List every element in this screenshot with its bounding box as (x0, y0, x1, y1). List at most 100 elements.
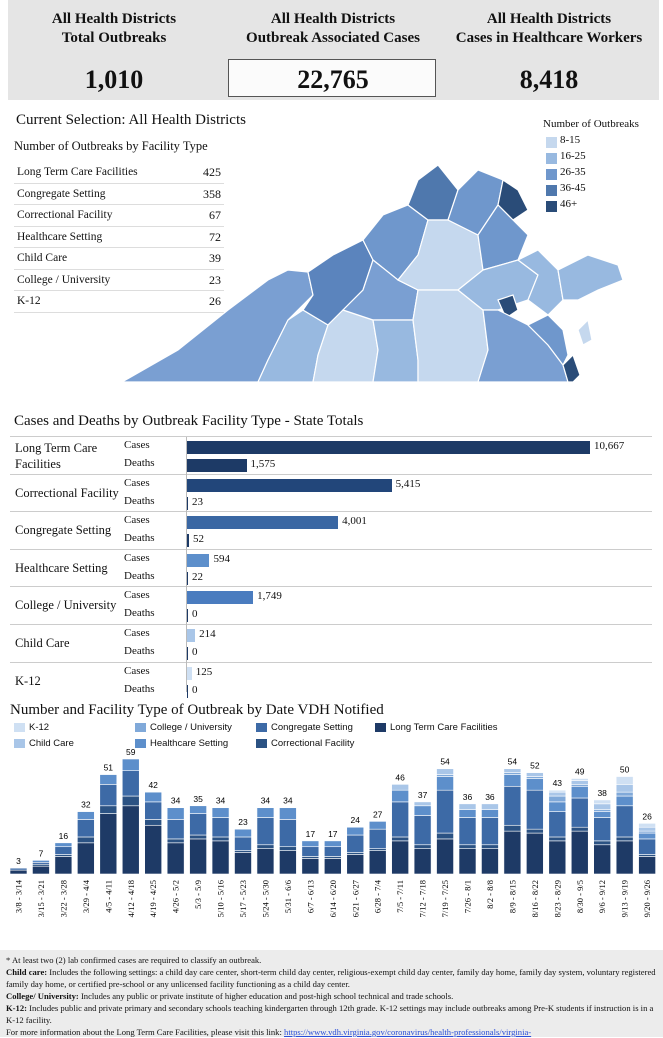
bar-segment[interactable] (391, 784, 409, 791)
bar-segment[interactable] (256, 848, 275, 875)
deaths-bar[interactable] (187, 459, 247, 472)
map-district[interactable] (497, 179, 529, 221)
map-legend-item[interactable]: 8-15 (543, 133, 639, 149)
bar-segment[interactable] (54, 856, 73, 875)
bar-segment[interactable] (481, 848, 499, 875)
map-legend-item[interactable]: 16-25 (543, 149, 639, 165)
cases-bar[interactable] (187, 441, 590, 454)
kpi-total-outbreaks[interactable]: All Health Districts Total Outbreaks 1,01… (9, 10, 219, 95)
bar-segment[interactable] (346, 854, 365, 875)
bar-segment[interactable] (99, 784, 118, 807)
map-district[interactable] (372, 319, 419, 383)
bar-segment[interactable] (615, 791, 634, 797)
bar-segment[interactable] (615, 836, 634, 842)
bar-segment[interactable] (346, 826, 365, 836)
bar-segment[interactable] (234, 852, 252, 875)
bar-segment[interactable] (638, 826, 656, 832)
bar-segment[interactable] (189, 834, 207, 840)
bar-segment[interactable] (9, 867, 28, 871)
bar-segment[interactable] (481, 817, 499, 846)
map-legend-item[interactable]: 26-35 (543, 165, 639, 181)
deaths-bar[interactable] (187, 646, 188, 660)
bar-segment[interactable] (368, 828, 387, 849)
bar-segment[interactable] (503, 830, 522, 875)
bar-segment[interactable] (458, 809, 477, 818)
bar-segment[interactable] (481, 803, 499, 810)
map-legend-item[interactable]: 36-45 (543, 181, 639, 197)
bar-segment[interactable] (166, 819, 185, 840)
bar-segment[interactable] (211, 807, 230, 818)
bar-segment[interactable] (615, 795, 634, 807)
bar-segment[interactable] (323, 858, 342, 875)
bar-segment[interactable] (9, 869, 28, 875)
bar-segment[interactable] (234, 836, 252, 851)
bar-segment[interactable] (526, 789, 544, 830)
kpi-associated-cases[interactable]: All Health Districts Outbreak Associated … (228, 10, 438, 97)
bar-segment[interactable] (458, 803, 477, 810)
bar-segment[interactable] (526, 772, 544, 777)
cases-bar[interactable] (187, 628, 196, 642)
deaths-bar[interactable] (187, 684, 188, 698)
bar-segment[interactable] (413, 801, 432, 807)
cases-bar[interactable] (187, 591, 254, 605)
cases-bar[interactable] (187, 553, 210, 567)
bar-segment[interactable] (279, 850, 297, 875)
ltc-info-link[interactable]: https://www.vdh.virginia.gov/coronavirus… (284, 1027, 532, 1037)
bar-segment[interactable] (458, 848, 477, 875)
bar-segment[interactable] (638, 832, 656, 840)
bar-segment[interactable] (54, 842, 73, 848)
bar-segment[interactable] (166, 838, 185, 844)
map-legend-item[interactable]: 46+ (543, 197, 639, 213)
map-district[interactable] (516, 249, 564, 316)
map-district[interactable] (526, 314, 569, 367)
bar-segment[interactable] (121, 770, 140, 797)
bar-segment[interactable] (503, 774, 522, 787)
bar-segment[interactable] (548, 801, 567, 812)
bar-segment[interactable] (615, 784, 634, 793)
bar-segment[interactable] (593, 840, 612, 846)
bar-segment[interactable] (570, 778, 589, 781)
bar-segment[interactable] (279, 807, 297, 820)
bar-segment[interactable] (144, 791, 162, 803)
bar-segment[interactable] (77, 819, 95, 838)
bar-segment[interactable] (638, 856, 656, 875)
deaths-bar[interactable] (187, 571, 188, 585)
bar-segment[interactable] (256, 817, 275, 846)
bar-segment[interactable] (570, 797, 589, 828)
bar-segment[interactable] (301, 858, 320, 875)
bar-segment[interactable] (368, 821, 387, 830)
bar-segment[interactable] (211, 836, 230, 842)
bar-segment[interactable] (570, 826, 589, 832)
bar-segment[interactable] (32, 865, 50, 875)
kpi-healthcare-workers[interactable]: All Health Districts Cases in Healthcare … (444, 10, 654, 95)
bar-segment[interactable] (593, 817, 612, 842)
bar-segment[interactable] (593, 811, 612, 818)
bar-segment[interactable] (436, 768, 454, 775)
map-district[interactable] (562, 353, 581, 383)
bar-segment[interactable] (413, 805, 432, 816)
bar-segment[interactable] (391, 789, 409, 803)
bar-segment[interactable] (548, 836, 567, 842)
bar-segment[interactable] (481, 809, 499, 818)
bar-segment[interactable] (503, 785, 522, 826)
bar-segment[interactable] (166, 842, 185, 875)
bar-segment[interactable] (144, 801, 162, 820)
bar-segment[interactable] (638, 823, 656, 828)
bar-segment[interactable] (638, 838, 656, 855)
bar-segment[interactable] (323, 840, 342, 848)
bar-segment[interactable] (121, 758, 140, 771)
bar-segment[interactable] (189, 805, 207, 814)
bar-segment[interactable] (570, 780, 589, 785)
bar-segment[interactable] (189, 838, 207, 875)
bar-segment[interactable] (234, 828, 252, 838)
bar-segment[interactable] (77, 811, 95, 820)
bar-segment[interactable] (211, 817, 230, 838)
bar-segment[interactable] (615, 840, 634, 875)
bar-segment[interactable] (99, 813, 118, 875)
bar-segment[interactable] (458, 844, 477, 849)
bar-segment[interactable] (189, 813, 207, 836)
bar-segment[interactable] (413, 844, 432, 849)
bar-segment[interactable] (166, 807, 185, 820)
bar-segment[interactable] (570, 830, 589, 875)
bar-segment[interactable] (413, 815, 432, 846)
